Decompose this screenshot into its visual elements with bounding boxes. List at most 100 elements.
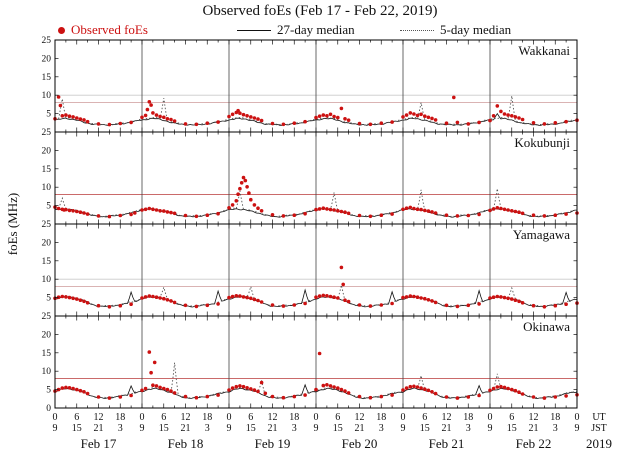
observed-point — [56, 95, 61, 99]
observed-point — [238, 111, 242, 115]
observed-point — [332, 385, 336, 389]
observed-point — [564, 119, 568, 124]
y-tick-label: 20 — [42, 330, 52, 340]
observed-point — [230, 294, 235, 299]
x-tick-ut: 18 — [376, 412, 386, 423]
y-tick-label: 15 — [42, 165, 52, 175]
observed-point — [415, 295, 420, 300]
legend-item-median5: 5-day median — [400, 22, 511, 38]
observed-point — [82, 299, 86, 304]
observed-point — [499, 384, 503, 389]
observed-point — [415, 207, 420, 212]
x-tick-ut: 0 — [227, 412, 232, 423]
observed-point — [495, 385, 500, 389]
observed-point — [368, 304, 373, 308]
observed-point — [336, 386, 340, 390]
observed-point — [419, 112, 423, 117]
observed-point — [542, 305, 547, 309]
observed-point — [71, 296, 75, 301]
observed-point — [379, 394, 384, 399]
observed-point — [433, 118, 438, 122]
observed-point — [64, 385, 68, 390]
observed-point — [118, 213, 123, 218]
observed-point — [553, 303, 558, 308]
x-tick-ut: 12 — [268, 412, 278, 423]
observed-point — [426, 115, 431, 120]
observed-point — [423, 387, 427, 392]
observed-point — [75, 116, 79, 120]
observed-point — [513, 209, 518, 214]
observed-point — [477, 120, 481, 125]
observed-point — [328, 294, 333, 299]
observed-point — [531, 303, 536, 308]
x-tick-jst: 21 — [181, 423, 191, 434]
y-tick-label: 25 — [42, 128, 52, 138]
observed-point — [75, 209, 79, 214]
y-tick-label: 5 — [46, 202, 51, 212]
observed-point — [85, 212, 90, 216]
observed-point — [303, 393, 307, 397]
observed-point — [227, 388, 231, 392]
observed-point — [455, 214, 460, 218]
observed-point — [531, 395, 536, 399]
observed-point — [408, 205, 413, 210]
observed-point — [430, 299, 434, 303]
x-tick-ut: 12 — [442, 412, 452, 423]
observed-point — [60, 386, 65, 390]
observed-point — [256, 117, 260, 121]
observed-point — [252, 203, 257, 207]
legend-item-observed: Observed foEs — [58, 22, 148, 38]
x-tick-ut: 18 — [115, 412, 125, 423]
observed-point — [379, 213, 384, 217]
observed-point — [292, 213, 297, 217]
x-tick-ut: 6 — [74, 412, 79, 423]
solid-line-icon — [237, 29, 271, 31]
observed-point — [263, 391, 268, 396]
observed-point — [107, 214, 112, 219]
observed-point — [325, 114, 329, 118]
observed-point — [64, 295, 68, 299]
observed-point — [71, 386, 75, 391]
observed-point — [408, 111, 413, 115]
observed-point — [270, 303, 275, 307]
observed-point — [408, 294, 413, 298]
observed-point — [172, 300, 177, 305]
observed-point — [499, 206, 503, 211]
x-tick-ut: 12 — [181, 412, 191, 423]
x-tick-ut: 0 — [401, 412, 406, 423]
observed-point — [151, 294, 155, 299]
observed-point — [67, 386, 72, 390]
observed-point — [165, 210, 170, 214]
observed-point — [499, 295, 503, 299]
observed-point — [143, 386, 148, 391]
observed-point — [433, 391, 438, 396]
observed-point — [238, 384, 242, 388]
observed-point — [245, 114, 249, 118]
observed-point — [317, 114, 322, 118]
observed-point — [162, 115, 166, 120]
observed-point — [227, 114, 231, 119]
observed-point — [401, 295, 405, 300]
observed-point — [78, 298, 83, 303]
observed-point — [444, 121, 449, 125]
observed-point — [281, 214, 286, 218]
observed-point — [401, 388, 405, 392]
observed-point — [78, 117, 83, 121]
observed-point — [564, 212, 568, 216]
observed-point — [252, 388, 257, 392]
observed-point — [58, 103, 63, 108]
observed-point — [510, 387, 514, 392]
observed-point — [249, 387, 253, 391]
observed-point — [477, 393, 481, 398]
observed-point — [390, 120, 394, 124]
x-tick-jst: 3 — [205, 423, 210, 434]
observed-point — [542, 214, 547, 218]
observed-point — [238, 186, 242, 191]
observed-point — [495, 206, 500, 210]
observed-point — [129, 212, 133, 217]
observed-point — [325, 294, 329, 298]
station-label: Okinawa — [523, 319, 570, 334]
observed-point — [339, 387, 344, 392]
observed-point — [216, 120, 220, 124]
